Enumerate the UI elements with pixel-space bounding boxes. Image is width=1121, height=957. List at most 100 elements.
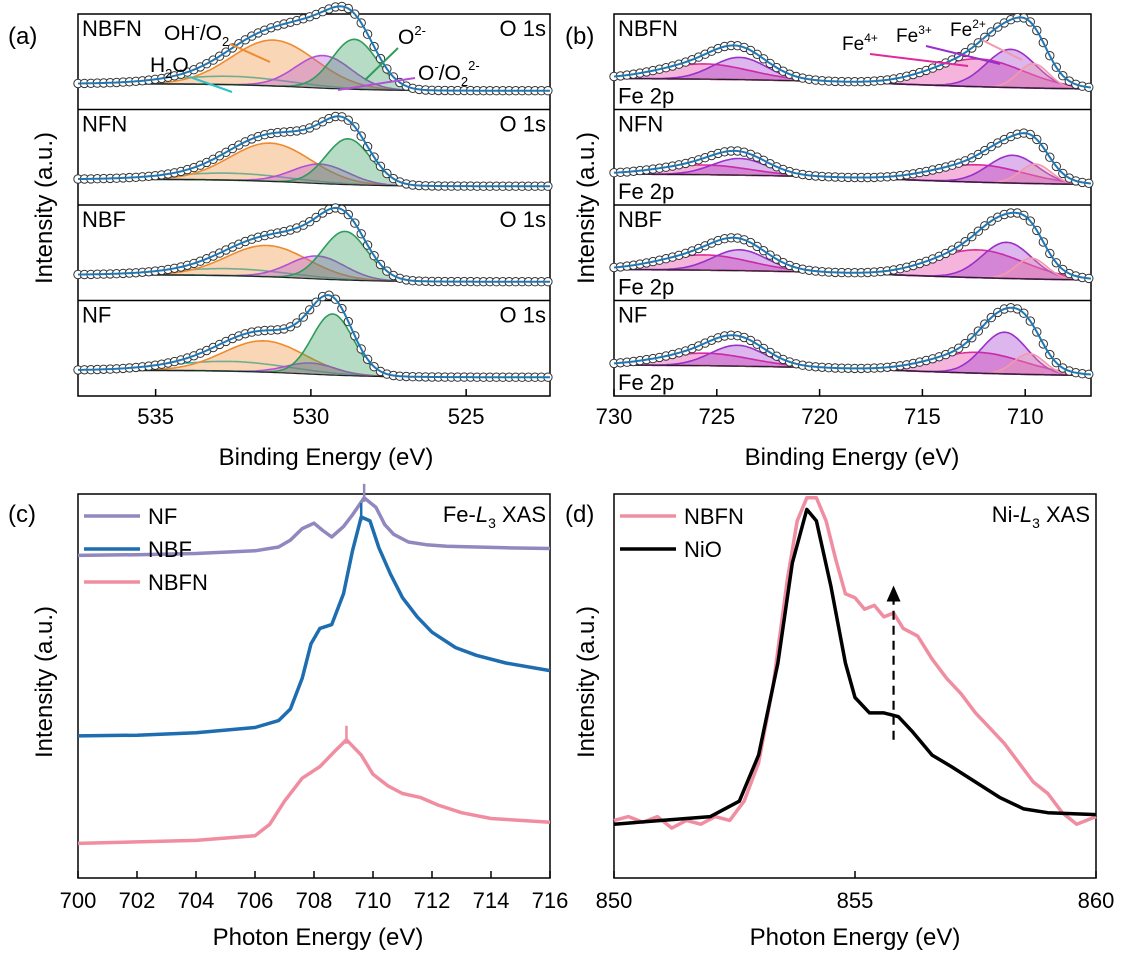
panel-b-xlabel: Binding Energy (eV): [745, 444, 960, 471]
component-fill: [614, 164, 1091, 185]
x-tick-label: 715: [904, 404, 941, 429]
x-tick-label: 530: [293, 404, 330, 429]
annotation-line: [869, 53, 969, 67]
panel-b-ylabel: Intensity (a.u.): [573, 132, 600, 284]
component-fill: [614, 58, 1091, 89]
annotation-part: /O: [200, 22, 222, 45]
fit-envelope: [78, 115, 550, 188]
component-fill: [614, 332, 1091, 376]
panel-c-xlabel: Photon Energy (eV): [213, 924, 424, 951]
component-fill: [614, 63, 1091, 89]
annotation-line: [364, 47, 399, 81]
panel-label-d: (d): [565, 501, 594, 528]
component-fill: [78, 363, 550, 378]
spectrum-label-o1s: O 1s: [500, 16, 546, 41]
fit-envelope: [613, 16, 1092, 89]
x-tick-label: 850: [596, 888, 633, 913]
x-tick-label: 855: [837, 888, 874, 913]
annotation-fe2plus: Fe2+: [950, 17, 986, 41]
x-tick-label: 714: [473, 888, 510, 913]
component-fill: [78, 164, 550, 187]
component-fill: [614, 63, 1091, 89]
panel-a: (a) NBFN NFN NBF NF 535 530 525 O 1s O 1s O 1s O 1…: [8, 1, 553, 471]
component-fill: [614, 49, 1091, 89]
fit-envelope: [613, 306, 1092, 376]
annotation-line: [189, 76, 233, 93]
panel-a-ylabel: Intensity (a.u.): [31, 132, 58, 284]
series-line-nbfn: [613, 496, 1097, 830]
arrow-head-icon: [886, 585, 901, 602]
x-tick-label: 708: [296, 888, 333, 913]
sample-label-nfn: NFN: [618, 112, 663, 137]
annotation-h2o: H2O: [150, 54, 189, 81]
annotation-part: 2+: [972, 17, 986, 31]
sample-label-nbfn: NBFN: [82, 16, 142, 41]
component-fill: [614, 249, 1091, 280]
panel-label-c: (c): [8, 501, 36, 528]
panel-c-ylabel: Intensity (a.u.): [31, 606, 58, 758]
component-fill: [614, 258, 1091, 280]
panel-c-plot: 700 702 704 706 708 710 712 714 716 NF NBF NBFN: [60, 483, 569, 913]
component-fill: [78, 138, 550, 187]
annotation-part: 2-: [414, 23, 426, 38]
legend-label-nio: NiO: [684, 537, 722, 562]
x-tick-label: 710: [1007, 404, 1044, 429]
component-fill: [614, 165, 1091, 185]
annotation-part: O: [172, 54, 188, 77]
annotation-part: 2: [165, 66, 172, 81]
x-tick-label: 535: [137, 404, 174, 429]
annotation-part: 2: [461, 74, 468, 89]
spectrum-label-o1s: O 1s: [500, 112, 546, 137]
legend-label-nbfn: NBFN: [148, 570, 208, 595]
component-fill: [614, 242, 1091, 280]
x-tick-label: 725: [698, 404, 735, 429]
annotation-part: Fe: [896, 26, 918, 47]
panel-a-xlabel: Binding Energy (eV): [219, 444, 434, 471]
legend-label-nf: NF: [148, 504, 177, 529]
spectrum-label-fe2p: Fe 2p: [618, 370, 674, 395]
annotation-part: Fe: [950, 20, 972, 41]
series-line-nbfn: [77, 738, 551, 846]
component-fill: [78, 231, 550, 282]
x-tick-label: 704: [178, 888, 215, 913]
annotation-fe4plus: Fe4+: [842, 31, 878, 55]
fit-envelope: [613, 132, 1092, 185]
x-tick-label: 720: [801, 404, 838, 429]
x-tick-label: 702: [119, 888, 156, 913]
component-fill: [614, 353, 1091, 376]
spectrum-label-fe2p: Fe 2p: [618, 179, 674, 204]
spectrum-label-fe2p: Fe 2p: [618, 84, 674, 109]
x-tick-label: 730: [596, 404, 633, 429]
x-tick-label: 716: [532, 888, 569, 913]
annotation-part: O: [398, 26, 414, 49]
series-line-nbf: [77, 515, 551, 738]
annotation-part: -: [434, 59, 438, 74]
component-fill: [614, 345, 1091, 376]
annotation-part: Fe: [842, 34, 864, 55]
panel-d-plot: 850 855 860 NBFN NiO: [596, 493, 1114, 913]
annotation-fe3plus: Fe3+: [896, 23, 932, 47]
x-tick-label: 712: [414, 888, 451, 913]
component-fill: [614, 57, 1091, 89]
component-fill: [78, 55, 550, 91]
x-tick-label: 706: [237, 888, 274, 913]
annotation-line: [981, 39, 1023, 61]
component-fill: [78, 314, 550, 378]
component-fill: [614, 158, 1091, 185]
sample-label-nbf: NBF: [618, 207, 662, 232]
fit-envelope: [78, 294, 550, 379]
sample-label-nbfn: NBFN: [618, 16, 678, 41]
component-fill: [78, 256, 550, 282]
annotation-o2minus: O2-: [398, 23, 426, 49]
component-fill: [78, 39, 550, 91]
annotation-oh-o2: OH-/O2: [164, 19, 229, 49]
component-fill: [614, 155, 1091, 185]
panel-label-b: (b): [565, 23, 594, 50]
sample-label-nf: NF: [82, 303, 111, 328]
panel-d-ylabel: Intensity (a.u.): [573, 606, 600, 758]
annotation-part: 2: [222, 34, 229, 49]
annotation-part: 3+: [918, 23, 932, 37]
annotation-part: /O: [439, 62, 461, 85]
